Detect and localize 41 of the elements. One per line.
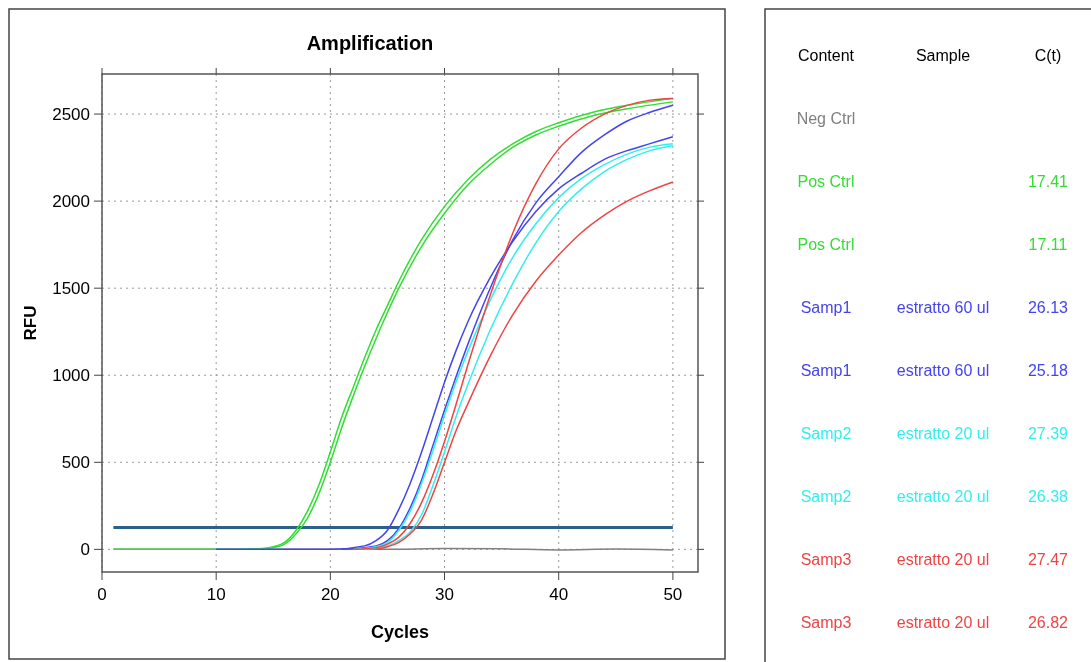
y-tick-label: 0 [80,540,90,560]
x-axis-title: Cycles [370,622,430,642]
text: 26.82 [1027,613,1069,631]
y-tick-label: 2000 [52,192,90,212]
text: estratto 60 ul [896,298,990,316]
category-label: C(t) [1034,46,1062,64]
text: Samp3 [800,550,852,568]
y-tick-label: 2500 [52,105,90,124]
text: Pos Ctrl [797,172,855,190]
y-tick-label: 500 [61,453,90,473]
text: 27.39 [1027,424,1069,442]
text: Pos Ctrl [797,235,855,253]
text: Samp1 [800,361,852,379]
chart-title: Amplification [306,32,434,54]
x-tick-label: 40 [549,585,569,604]
y-tick-label: 1500 [52,279,90,299]
category-label: Sample [915,46,971,64]
text: 26.38 [1027,487,1069,505]
text: Samp2 [800,424,852,442]
category-label: Content [797,46,855,64]
text: estratto 60 ul [896,361,990,379]
text: estratto 20 ul [896,424,990,442]
x-tick-label: 50 [663,585,683,604]
text: Samp1 [800,298,852,316]
text: estratto 20 ul [896,487,990,505]
text: Samp3 [800,613,852,631]
text: estratto 20 ul [896,550,990,568]
text: 25.18 [1027,361,1069,379]
x-tick-label: 20 [320,585,340,604]
text: 26.13 [1027,298,1069,316]
y-tick-label: 1000 [52,366,90,386]
text: Samp2 [800,487,852,505]
text: Neg Ctrl [796,109,856,127]
x-tick-label: 30 [435,585,454,604]
text: 17.11 [1028,235,1068,253]
text: 17.41 [1027,172,1069,190]
text: estratto 20 ul [896,613,990,631]
x-tick-label: 10 [206,585,226,604]
text: 27.47 [1027,550,1069,568]
x-tick-label: 0 [97,585,107,604]
y-axis-title: RFU [21,305,40,341]
